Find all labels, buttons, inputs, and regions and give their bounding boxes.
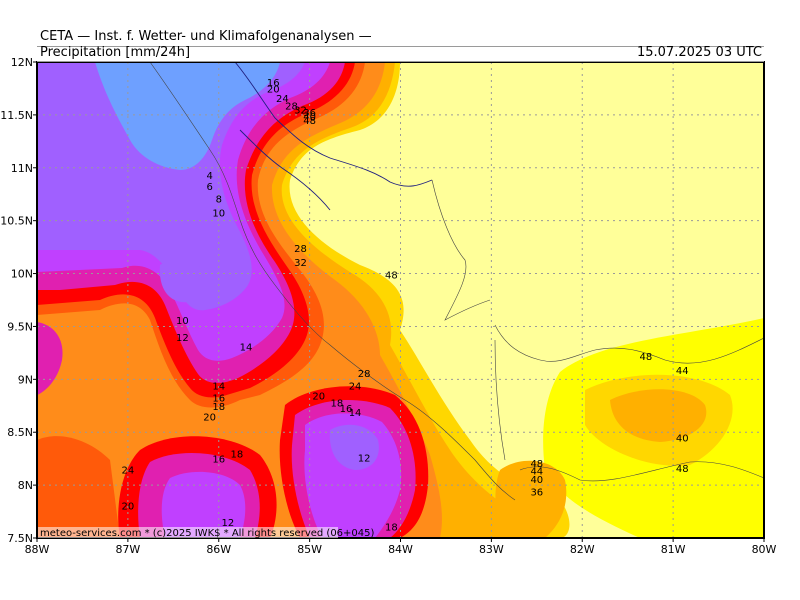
x-tick-label: 85W bbox=[297, 543, 322, 556]
copyright-bar bbox=[38, 527, 338, 538]
contour-label: 28 bbox=[358, 369, 371, 380]
x-tick-label: 81W bbox=[661, 543, 686, 556]
x-tick-label: 80W bbox=[752, 543, 777, 556]
y-tick-label: 10.5N bbox=[0, 215, 33, 228]
x-tick-label: 84W bbox=[388, 543, 413, 556]
subtitle: Precipitation [mm/24h] bbox=[40, 45, 191, 60]
x-axis: 88W 87W 86W 85W 84W 83W 82W 81W 80W bbox=[25, 538, 777, 556]
y-tick-label: 9.5N bbox=[7, 320, 33, 333]
contour-label: 48 bbox=[385, 271, 398, 282]
page-title: CETA — Inst. f. Wetter- und Klimafolgena… bbox=[40, 29, 372, 44]
contour-labels: 1620242832364048468102832481012142824141… bbox=[122, 78, 689, 533]
x-tick-label: 88W bbox=[25, 543, 50, 556]
contour-label: 20 bbox=[267, 85, 280, 96]
x-tick-label: 87W bbox=[115, 543, 140, 556]
contour-label: 48 bbox=[639, 352, 652, 363]
contour-label: 18 bbox=[212, 402, 225, 413]
contour-label: 44 bbox=[676, 366, 689, 377]
datetime-label: 15.07.2025 03 UTC bbox=[636, 45, 762, 60]
contour-label: 28 bbox=[294, 244, 307, 255]
contour-label: 4 bbox=[206, 171, 212, 182]
contour-label: 16 bbox=[267, 78, 280, 89]
contour-label: 20 bbox=[203, 412, 216, 423]
contour-label: 12 bbox=[358, 454, 371, 465]
contour-label: 48 bbox=[303, 116, 316, 127]
contour-label: 40 bbox=[676, 434, 689, 445]
contour-label: 24 bbox=[349, 382, 362, 393]
contour-label: 12 bbox=[221, 518, 234, 529]
contour-label: 36 bbox=[303, 108, 316, 119]
contour-label: 48 bbox=[676, 464, 689, 475]
contour-label: 16 bbox=[212, 393, 225, 404]
x-tick-label: 83W bbox=[479, 543, 504, 556]
y-axis: 12N 11.5N 11N 10.5N 10N 9.5N 9N 8.5N 8N 7.5N bbox=[0, 56, 37, 545]
contour-label: 18 bbox=[231, 449, 244, 460]
land-borders bbox=[149, 62, 764, 501]
contour-label: 36 bbox=[530, 488, 543, 499]
contour-label: 40 bbox=[530, 475, 543, 486]
contour-label: 48 bbox=[530, 459, 543, 470]
contour-label: 18 bbox=[385, 522, 398, 533]
contour-label: 24 bbox=[276, 94, 289, 105]
y-tick-label: 8N bbox=[18, 479, 33, 492]
contour-label: 20 bbox=[312, 391, 325, 402]
lat-lon-grid bbox=[37, 62, 764, 538]
y-tick-label: 12N bbox=[11, 56, 33, 69]
contour-label: 8 bbox=[216, 195, 222, 206]
y-tick-label: 11N bbox=[11, 162, 33, 175]
contour-label: 20 bbox=[122, 501, 135, 512]
precipitation-field bbox=[37, 62, 764, 538]
contour-label: 40 bbox=[303, 112, 316, 123]
y-tick-label: 11.5N bbox=[0, 109, 33, 122]
contour-label: 14 bbox=[240, 343, 253, 354]
y-tick-label: 7.5N bbox=[7, 532, 33, 545]
contour-label: 6 bbox=[206, 182, 212, 193]
subtitle-bar bbox=[37, 46, 764, 62]
contour-label: 14 bbox=[349, 408, 362, 419]
contour-label: 28 bbox=[285, 101, 298, 112]
y-tick-label: 9N bbox=[18, 373, 33, 386]
y-tick-label: 8.5N bbox=[7, 426, 33, 439]
contour-label: 10 bbox=[212, 208, 225, 219]
contour-label: 18 bbox=[331, 399, 344, 410]
contour-label: 24 bbox=[122, 465, 135, 476]
contour-label: 14 bbox=[212, 382, 225, 393]
copyright-text: meteo-services.com * (c)2025 IWK$ * All … bbox=[40, 528, 375, 539]
contour-label: 32 bbox=[294, 258, 307, 269]
contour-label: 16 bbox=[212, 455, 225, 466]
contour-label: 32 bbox=[294, 106, 307, 117]
y-tick-label: 10N bbox=[11, 268, 33, 281]
contour-label: 10 bbox=[176, 316, 189, 327]
contour-label: 16 bbox=[340, 404, 353, 415]
x-tick-label: 86W bbox=[206, 543, 231, 556]
contour-label: 44 bbox=[530, 466, 543, 477]
x-tick-label: 82W bbox=[570, 543, 595, 556]
coastlines bbox=[234, 62, 433, 211]
contour-label: 12 bbox=[176, 333, 189, 344]
